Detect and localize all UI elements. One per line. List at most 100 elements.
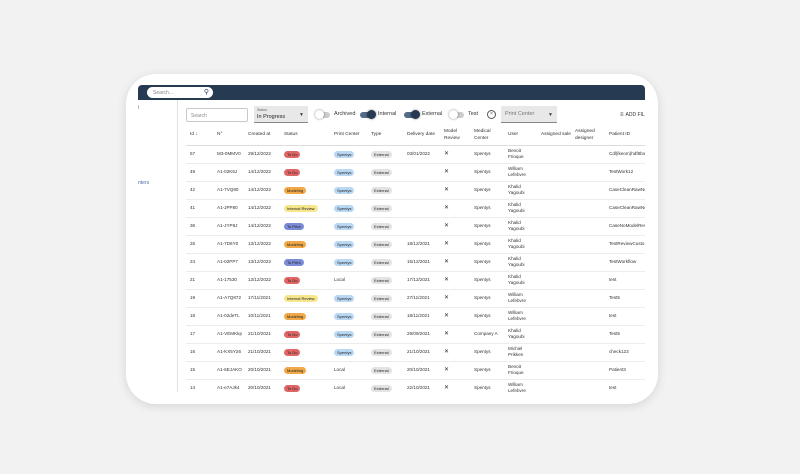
cell-delivery: 17/12/2021 (403, 271, 440, 290)
cell-assigned-designer (571, 163, 605, 182)
cell-assigned-designer (571, 361, 605, 380)
top-search-input[interactable]: Search... ⚲ (147, 87, 213, 98)
table-row[interactable]: 41 A1-JPP80 14/12/2022 Internal Review Spent… (186, 199, 645, 218)
cell-number: A1-KX5Y26 (213, 343, 244, 362)
cell-created: 20/10/2021 (244, 361, 280, 380)
cell-number: A1-02PP7 (213, 253, 244, 272)
add-filter-button[interactable]: ≡ ADD FIL (620, 112, 645, 118)
top-search-placeholder: Search... (153, 90, 174, 96)
cell-assigned-sale (537, 379, 571, 392)
type-chip: External (371, 168, 392, 176)
table-row[interactable]: 24 A1-02PP7 13/12/2022 To Print Spentys Exter… (186, 253, 645, 272)
column-header[interactable]: Model Review (440, 125, 470, 146)
cell-id: 24 (186, 253, 213, 272)
cell-assigned-sale (537, 343, 571, 362)
chevron-down-icon: ▼ (299, 112, 304, 118)
print-center-chip: Spentys (334, 222, 355, 230)
table-row[interactable]: 14 A1-e7AJk4 20/10/2021 To Do Local External 2… (186, 379, 645, 392)
status-select[interactable]: Status In Progress ▼ (254, 106, 308, 123)
table-row[interactable]: 21 A1-17530 13/12/2022 To Do Local External 17… (186, 271, 645, 290)
cell-patient-id: test (605, 307, 645, 326)
cell-type: External (367, 235, 403, 254)
cell-model-review: ✕ (440, 307, 470, 326)
close-icon: ✕ (444, 277, 450, 283)
cell-assigned-sale (537, 307, 571, 326)
type-chip: External (371, 204, 392, 212)
table-row[interactable]: 15 A1-6EJAKO 20/10/2021 Modeling Local Extern… (186, 361, 645, 380)
cell-user: William Lefebvre (504, 307, 537, 326)
status-badge: Modeling (284, 240, 307, 248)
cell-created: 14/12/2022 (244, 181, 280, 200)
table-row[interactable]: 42 A1-7VQ80 14/12/2022 Modeling Spentys Exter… (186, 181, 645, 200)
table-row[interactable]: 57 M3-0MMV0 29/12/2022 To Do Spentys External… (186, 145, 645, 164)
sidebar-item[interactable]: l (138, 105, 140, 111)
column-header[interactable]: Delivery date (403, 125, 440, 146)
column-header[interactable]: Assigned sale (537, 125, 571, 146)
table-row[interactable]: 16 A1-KX5Y26 21/10/2021 To Do Spentys Externa… (186, 343, 645, 362)
cell-delivery (403, 199, 440, 218)
cell-model-review: ✕ (440, 235, 470, 254)
cell-user: William Lefebvre (504, 163, 537, 182)
table-row[interactable]: 19 A1-A7Q872 17/11/2021 Internal Review Spen… (186, 289, 645, 308)
column-header[interactable]: User (504, 125, 537, 146)
print-center-text: Local (334, 277, 345, 282)
cell-medical-center: Spentys (470, 235, 504, 254)
cell-print-center: Spentys (330, 307, 367, 326)
column-header[interactable]: Id ↓ (186, 125, 213, 146)
cell-medical-center: Spentys (470, 181, 504, 200)
cell-id: 21 (186, 271, 213, 290)
cell-number: A1-02K6J (213, 163, 244, 182)
column-header[interactable]: Patient ID (605, 125, 645, 146)
print-center-chip: Spentys (334, 294, 355, 302)
cell-delivery: 21/10/2021 (403, 343, 440, 362)
cell-user: William Lefebvre (504, 379, 537, 392)
arrow-down-icon: ↓ (195, 132, 198, 138)
search-input[interactable]: Search (186, 108, 248, 122)
column-header[interactable]: N° (213, 125, 244, 146)
column-header[interactable]: Assigned designer (571, 125, 605, 146)
cell-print-center: Spentys (330, 145, 367, 164)
status-badge: Modeling (284, 186, 307, 194)
cell-created: 14/12/2022 (244, 217, 280, 236)
cell-delivery: 18/12/2021 (403, 235, 440, 254)
column-header[interactable]: Medical Center (470, 125, 504, 146)
print-center-chip: Spentys (334, 150, 355, 158)
toggle-knob (449, 110, 458, 119)
cell-number: A1-7VQ80 (213, 181, 244, 200)
cell-number: A1-e7AJk4 (213, 379, 244, 392)
clear-filters-icon[interactable]: × (487, 110, 496, 119)
print-center-select[interactable]: Print Center ▼ (501, 106, 557, 123)
cell-id: 49 (186, 163, 213, 182)
cell-assigned-designer (571, 253, 605, 272)
sidebar-item[interactable]: nters (138, 180, 150, 186)
cell-created: 10/11/2021 (244, 307, 280, 326)
cell-number: A1-6EJAKO (213, 361, 244, 380)
cell-assigned-designer (571, 325, 605, 344)
column-header[interactable]: Created at (244, 125, 280, 146)
table-row[interactable]: 26 A1-7D6Y0 13/12/2022 Modeling Spentys Exter… (186, 235, 645, 254)
toggle-label: Test (468, 111, 479, 117)
cell-medical-center: Spentys (470, 343, 504, 362)
column-header[interactable]: Type (367, 125, 403, 146)
search-icon[interactable]: ⚲ (203, 89, 209, 96)
cell-model-review: ✕ (440, 271, 470, 290)
cell-patient-id: TestReviewCusto (605, 235, 645, 254)
table-row[interactable]: 36 A1-JYP8J 14/12/2022 To Print Spentys Exter… (186, 217, 645, 236)
cell-user: Khalid Yagoubi (504, 181, 537, 200)
table-row[interactable]: 18 A1-02deTL 10/11/2021 Modeling Spentys Exte… (186, 307, 645, 326)
type-chip: External (371, 294, 392, 302)
cell-print-center: Spentys (330, 181, 367, 200)
cell-patient-id: test (605, 379, 645, 392)
column-header[interactable]: Print Center (330, 125, 367, 146)
table-row[interactable]: 49 A1-02K6J 14/12/2022 To Do Spentys External… (186, 163, 645, 182)
cell-user: Benoit Frioque (504, 145, 537, 164)
cell-type: External (367, 181, 403, 200)
cell-model-review: ✕ (440, 217, 470, 236)
type-chip: External (371, 366, 392, 374)
column-header[interactable]: Status (280, 125, 330, 146)
cell-assigned-sale (537, 271, 571, 290)
cell-patient-id: Patient3 (605, 361, 645, 380)
chevron-down-icon: ▼ (548, 112, 553, 118)
cell-status: To Print (280, 253, 330, 272)
table-row[interactable]: 17 A1-VEMKkp 21/10/2021 To Do Spentys Externa… (186, 325, 645, 344)
